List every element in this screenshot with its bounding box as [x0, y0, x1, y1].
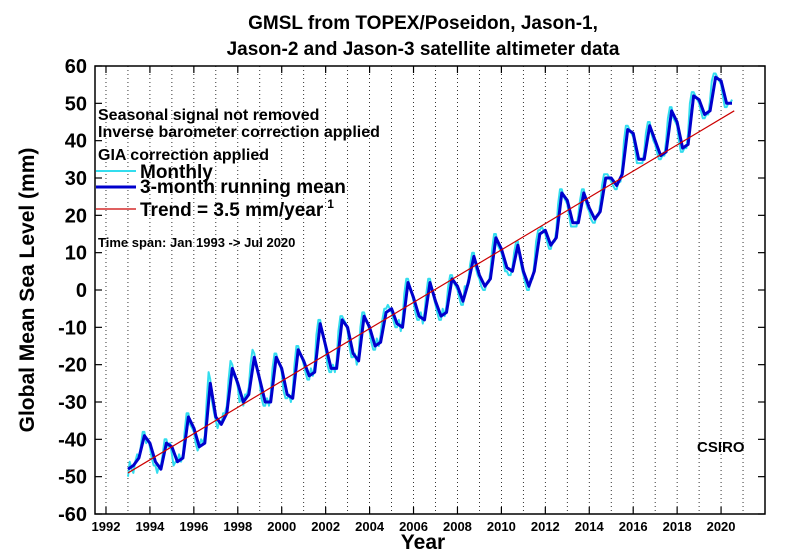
legend-trend-value: Trend = 3.5 mm/year: [140, 200, 324, 221]
x-tick-label: 1994: [135, 519, 165, 534]
annotation-timespan: Time span: Jan 1993 -> Jul 2020: [98, 235, 295, 250]
y-tick-label: 30: [65, 168, 87, 190]
y-tick-label: -50: [58, 467, 87, 489]
y-tick-label: -60: [58, 504, 87, 526]
axis-ticks: -60 -50 -40 -30 -20 -10 0 10 20 30 40 50 60 1992 1994 1…: [58, 56, 765, 534]
y-tick-label: 50: [65, 93, 87, 115]
y-tick-label: -20: [58, 355, 87, 377]
x-tick-label: 2004: [355, 519, 385, 534]
x-tick-label: 1996: [179, 519, 208, 534]
series-running-mean-line: [127, 75, 732, 471]
y-tick-label: -40: [58, 429, 87, 451]
y-tick-label: 40: [65, 131, 87, 153]
legend-monthly-label: Monthly: [140, 162, 213, 183]
chart-title-line2: Jason-2 and Jason-3 satellite altimeter …: [227, 39, 620, 60]
y-tick-label: 0: [76, 280, 87, 302]
x-tick-label: 1998: [223, 519, 252, 534]
y-tick-label: 20: [65, 205, 87, 227]
x-tick-label: 2018: [663, 519, 692, 534]
y-tick-label: 60: [65, 56, 87, 78]
x-tick-label: 1992: [92, 519, 121, 534]
x-tick-label: 2014: [575, 519, 605, 534]
y-tick-label: -30: [58, 392, 87, 414]
annotation-credit: CSIRO: [697, 439, 745, 456]
y-tick-label: 10: [65, 243, 87, 265]
x-tick-label: 2020: [707, 519, 736, 534]
x-tick-label: 2000: [267, 519, 296, 534]
x-tick-label: 2008: [443, 519, 472, 534]
x-axis-label: Year: [401, 531, 445, 552]
y-tick-label: -10: [58, 317, 87, 339]
chart-title-line1: GMSL from TOPEX/Poseidon, Jason-1,: [248, 13, 598, 34]
y-axis-label: Global Mean Sea Level (mm): [16, 148, 39, 433]
trend-line: [127, 110, 735, 474]
legend-trend-label: Trend = 3.5 mm/year 1: [140, 197, 334, 221]
legend-running-label: 3-month running mean: [140, 177, 346, 198]
annotation-gia: GIA correction applied: [98, 147, 269, 164]
x-tick-label: 2002: [311, 519, 340, 534]
x-tick-label: 2010: [487, 519, 516, 534]
legend-trend-superscript: 1: [327, 197, 334, 211]
series-group: [127, 72, 735, 477]
x-tick-label: 2016: [619, 519, 648, 534]
legend: Monthly 3-month running mean Trend = 3.5…: [96, 162, 346, 221]
annotation-seasonal: Seasonal signal not removed: [98, 107, 319, 124]
annotation-inverse-barometer: Inverse barometer correction applied: [98, 124, 380, 141]
x-tick-label: 2006: [399, 519, 428, 534]
x-tick-label: 2012: [531, 519, 560, 534]
